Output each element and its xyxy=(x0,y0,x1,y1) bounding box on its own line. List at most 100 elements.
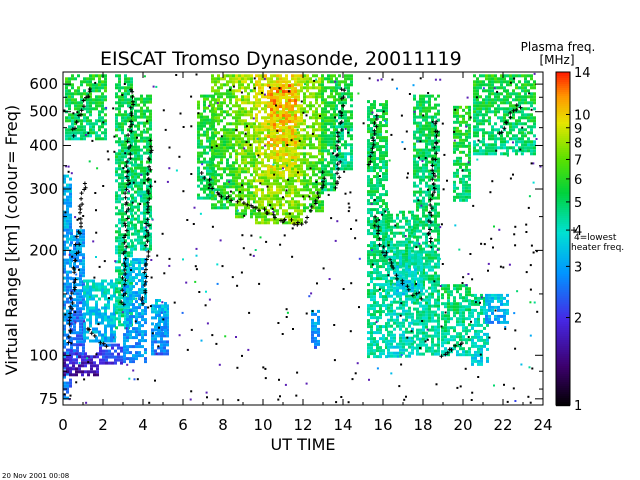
colorbar-band xyxy=(556,210,570,213)
noise-dot xyxy=(75,381,78,384)
x-tick-label: 20 xyxy=(453,416,472,434)
noise-dot xyxy=(529,264,532,267)
echo-marker xyxy=(299,222,304,227)
noise-dot xyxy=(105,106,108,109)
noise-dot xyxy=(336,220,339,223)
noise-dot xyxy=(406,176,409,179)
noise-dot xyxy=(69,394,72,397)
echo-marker xyxy=(124,209,129,214)
noise-dot xyxy=(254,249,257,251)
noise-dot xyxy=(417,199,420,202)
colorbar-band xyxy=(556,354,570,357)
colorbar-band xyxy=(556,284,570,287)
noise-dot xyxy=(516,290,519,293)
noise-dot xyxy=(273,173,276,176)
echo-marker xyxy=(130,94,135,99)
echo-marker xyxy=(142,270,147,275)
noise-dot xyxy=(512,141,514,144)
echo-marker xyxy=(428,227,432,232)
noise-dot xyxy=(350,282,353,285)
noise-dot xyxy=(157,345,160,348)
echo-marker xyxy=(68,315,73,320)
noise-dot xyxy=(147,231,150,234)
echo-marker xyxy=(68,328,73,333)
noise-dot xyxy=(197,112,200,115)
noise-dot xyxy=(190,125,193,128)
echo-marker xyxy=(70,301,75,305)
noise-dot xyxy=(285,189,288,192)
echo-marker xyxy=(449,347,454,352)
noise-dot xyxy=(371,249,373,252)
noise-dot xyxy=(243,147,246,150)
colorbar-band xyxy=(556,92,570,95)
echo-marker xyxy=(309,204,314,209)
colorbar-band xyxy=(556,124,570,127)
echo-marker xyxy=(405,284,410,289)
data-patch xyxy=(99,343,123,365)
noise-dot xyxy=(132,369,135,372)
echo-marker xyxy=(76,229,81,234)
noise-dot xyxy=(490,237,493,240)
noise-dot xyxy=(435,383,438,386)
echo-marker xyxy=(305,215,310,220)
colorbar-band xyxy=(556,212,570,215)
noise-dot xyxy=(292,328,294,330)
colorbar-band xyxy=(556,122,570,125)
colorbar-band xyxy=(556,398,570,401)
noise-dot xyxy=(304,83,306,86)
noise-dot xyxy=(498,228,501,231)
echo-marker xyxy=(335,180,340,184)
noise-dot xyxy=(96,167,99,170)
echo-marker xyxy=(122,282,127,287)
echo-trace xyxy=(439,341,464,359)
noise-dot xyxy=(401,141,404,144)
noise-dot xyxy=(264,144,267,147)
echo-marker xyxy=(73,258,78,263)
colorbar-band xyxy=(556,112,570,115)
colorbar-band xyxy=(556,126,570,129)
noise-dot xyxy=(229,190,232,193)
echo-marker xyxy=(292,222,297,227)
noise-dot xyxy=(327,193,330,196)
colorbar-band xyxy=(556,120,570,123)
echo-marker xyxy=(77,204,82,209)
noise-dot xyxy=(256,137,259,140)
noise-dot xyxy=(469,116,472,119)
colorbar-tick-label: 9 xyxy=(574,122,582,137)
noise-dot xyxy=(204,304,207,307)
noise-dot xyxy=(272,211,275,214)
colorbar-band xyxy=(556,374,570,377)
colorbar-band xyxy=(556,170,570,173)
colorbar-band xyxy=(556,108,570,111)
echo-marker xyxy=(68,304,73,309)
noise-dot xyxy=(532,181,535,184)
noise-dot xyxy=(502,266,505,269)
noise-dot xyxy=(150,276,153,279)
colorbar-band xyxy=(556,396,570,399)
noise-dot xyxy=(509,81,512,84)
noise-dot xyxy=(168,264,171,267)
colorbar-band xyxy=(556,168,570,171)
heater-marker xyxy=(571,227,577,234)
noise-dot xyxy=(114,336,117,339)
noise-dot xyxy=(94,192,97,194)
noise-dot xyxy=(147,181,150,184)
noise-dot xyxy=(102,185,105,187)
noise-dot xyxy=(453,130,456,133)
y-tick-label: 200 xyxy=(29,241,58,259)
colorbar-band xyxy=(556,270,570,273)
noise-dot xyxy=(285,316,288,318)
echo-marker xyxy=(335,134,340,139)
echo-marker xyxy=(125,159,129,164)
noise-dot xyxy=(439,78,442,81)
echo-marker xyxy=(144,228,149,233)
noise-dot xyxy=(496,90,499,93)
echo-marker xyxy=(81,98,86,103)
x-tick-label: 4 xyxy=(138,416,148,434)
noise-dot xyxy=(182,258,184,261)
noise-dot xyxy=(246,125,248,128)
noise-dot xyxy=(386,208,389,211)
colorbar-band xyxy=(556,376,570,379)
colorbar-band xyxy=(556,178,570,181)
colorbar-band xyxy=(556,94,570,97)
